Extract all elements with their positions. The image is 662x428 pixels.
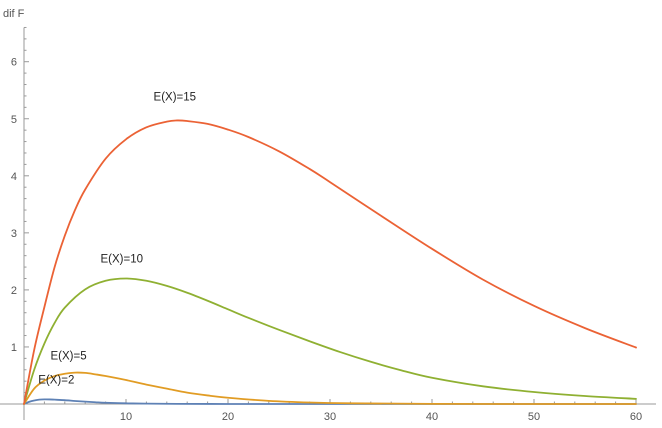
x-tick-label: 10 <box>120 411 132 423</box>
series-line-e-x-5 <box>23 371 637 405</box>
y-tick-label: 2 <box>11 285 17 297</box>
y-axis-title: dif F <box>3 8 25 20</box>
series-label-e-x-5: E(X)=5 <box>51 351 87 363</box>
axes: 1 2 3 4 5 6 10 20 30 40 50 60 <box>0 26 656 423</box>
y-tick-label: 5 <box>11 114 17 126</box>
y-tick-label: 4 <box>11 171 17 183</box>
series-lines <box>23 119 637 405</box>
series-labels: E(X)=2 E(X)=5 E(X)=10 E(X)=15 <box>38 91 196 386</box>
x-tick-label: 50 <box>528 411 540 423</box>
y-tick-label: 3 <box>11 228 17 240</box>
series-label-e-x-2: E(X)=2 <box>38 374 74 386</box>
series-line-e-x-10 <box>23 277 637 405</box>
x-tick-label: 30 <box>324 411 336 423</box>
y-tick-label: 6 <box>11 57 17 69</box>
series-label-e-x-10: E(X)=10 <box>101 254 144 266</box>
y-axis-ticks: 1 2 3 4 5 6 <box>11 26 29 394</box>
series-label-e-x-15: E(X)=15 <box>154 91 197 103</box>
x-tick-label: 20 <box>222 411 234 423</box>
y-tick-label: 1 <box>11 342 17 354</box>
series-line-e-x-15 <box>23 119 637 405</box>
x-tick-label: 40 <box>426 411 438 423</box>
x-tick-label: 60 <box>630 411 642 423</box>
